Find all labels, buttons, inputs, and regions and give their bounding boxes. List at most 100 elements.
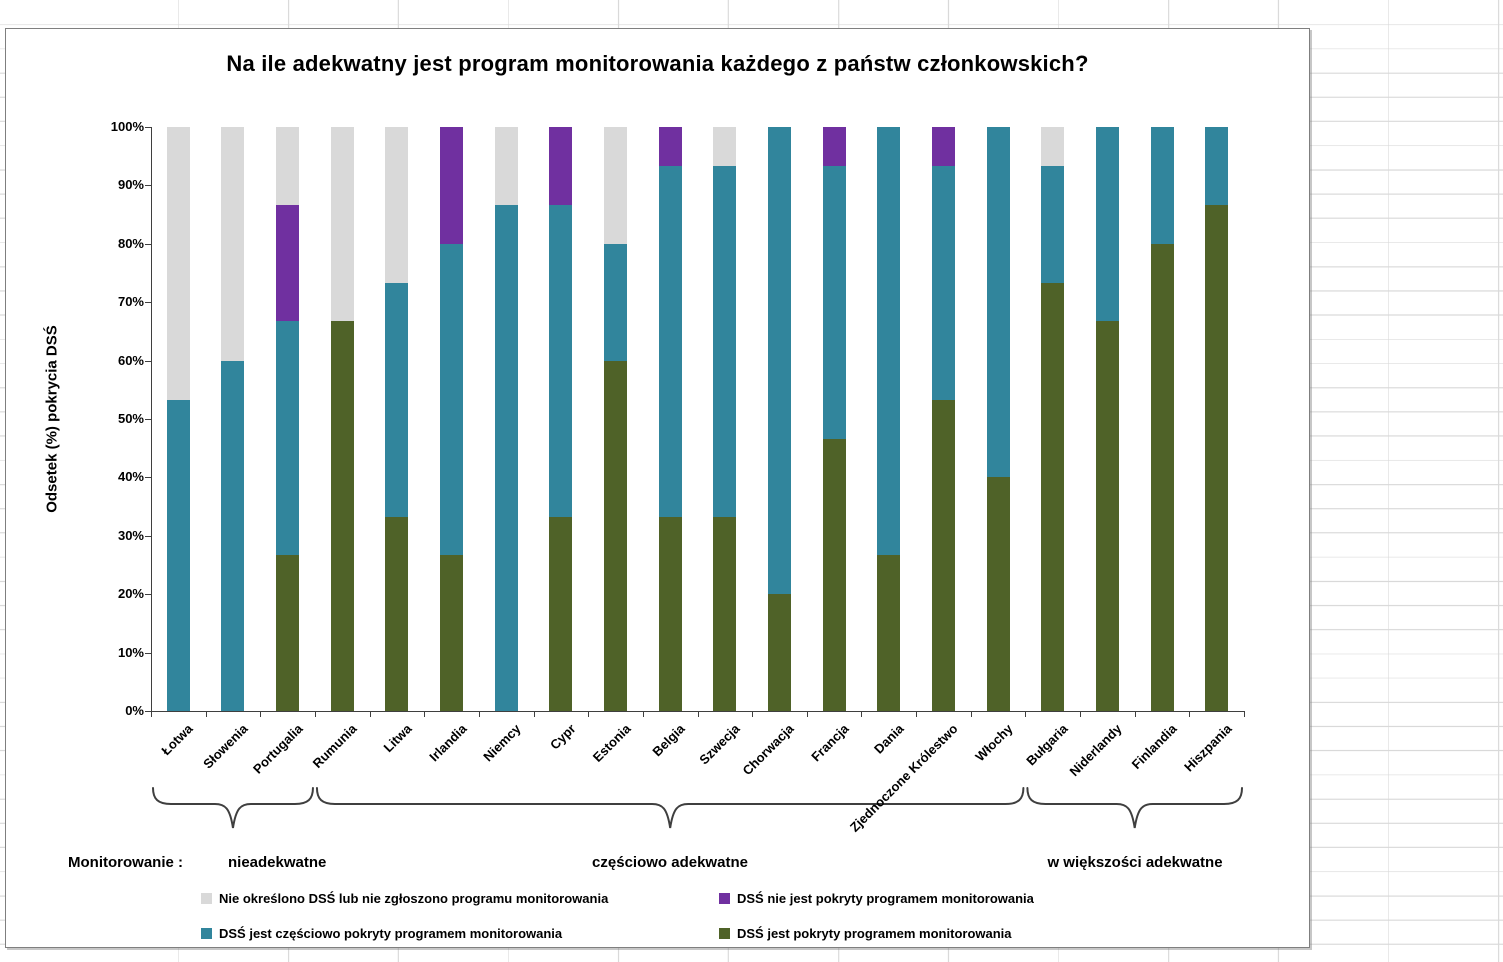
bar-segment-partially_covered[interactable] (385, 282, 409, 517)
legend-swatch-not-defined-icon (201, 893, 212, 904)
y-axis-tick-label: 60% (117, 352, 144, 368)
bar-segment-not_defined[interactable] (166, 127, 190, 400)
legend-label: DSŚ nie jest pokryty programem monitorow… (737, 891, 1034, 906)
bar-segment-covered[interactable] (931, 399, 955, 711)
bar-segment-partially_covered[interactable] (1095, 127, 1119, 322)
x-axis-tick-mark (424, 712, 426, 717)
bar-segment-covered[interactable] (713, 516, 737, 711)
bar-Szwecja[interactable] (713, 127, 737, 711)
bar-segment-partially_covered[interactable] (494, 204, 518, 711)
bar-Łotwa[interactable] (166, 127, 190, 711)
group-prefix-label: Monitorowanie : (68, 854, 183, 871)
bar-segment-partially_covered[interactable] (877, 127, 901, 556)
y-axis-tick-label: 30% (117, 527, 144, 543)
bar-Niderlandy[interactable] (1095, 127, 1119, 711)
bar-segment-partially_covered[interactable] (166, 399, 190, 711)
group-label-partially-adequate: częściowo adekwatne (592, 854, 748, 871)
x-axis-tick-mark (642, 712, 644, 717)
x-axis-tick-mark (1189, 712, 1191, 717)
bar-segment-not_defined[interactable] (604, 127, 628, 244)
bar-Finlandia[interactable] (1150, 127, 1174, 711)
x-axis-tick-mark (1025, 712, 1027, 717)
bar-Francja[interactable] (822, 127, 846, 711)
chart-object[interactable]: Na ile adekwatny jest program monitorowa… (5, 28, 1310, 948)
x-axis-tick-mark (533, 712, 535, 717)
bar-Słowenia[interactable] (221, 127, 245, 711)
bar-segment-partially_covered[interactable] (549, 205, 573, 517)
bar-segment-not_covered[interactable] (276, 204, 300, 322)
bar-segment-not_covered[interactable] (549, 127, 573, 206)
bar-segment-partially_covered[interactable] (767, 127, 791, 595)
bar-segment-partially_covered[interactable] (1205, 127, 1229, 205)
y-axis-tick-mark (145, 477, 151, 479)
bar-segment-not_covered[interactable] (440, 127, 464, 244)
bar-segment-partially_covered[interactable] (986, 127, 1010, 478)
bar-segment-partially_covered[interactable] (1041, 166, 1065, 283)
bar-segment-not_covered[interactable] (658, 127, 682, 167)
y-axis-tick-label: 90% (117, 177, 144, 193)
bar-Bułgaria[interactable] (1041, 127, 1065, 711)
bar-Dania[interactable] (877, 127, 901, 711)
x-axis-tick-mark (1080, 712, 1082, 717)
bar-segment-covered[interactable] (276, 555, 300, 711)
bar-segment-covered[interactable] (986, 477, 1010, 711)
bar-Chorwacja[interactable] (767, 127, 791, 711)
bar-segment-not_defined[interactable] (221, 127, 245, 361)
bar-segment-partially_covered[interactable] (440, 243, 464, 556)
bar-Hiszpania[interactable] (1205, 127, 1229, 711)
bar-segment-partially_covered[interactable] (1150, 127, 1174, 244)
bar-segment-covered[interactable] (1205, 204, 1229, 711)
bar-segment-not_defined[interactable] (385, 127, 409, 283)
bar-segment-covered[interactable] (822, 438, 846, 711)
bar-segment-partially_covered[interactable] (713, 166, 737, 517)
y-axis-tick-label: 10% (117, 644, 144, 660)
bar-segment-partially_covered[interactable] (221, 360, 245, 711)
bar-segment-partially_covered[interactable] (658, 166, 682, 517)
bar-segment-not_defined[interactable] (330, 127, 354, 322)
bar-segment-covered[interactable] (658, 516, 682, 711)
bar-segment-covered[interactable] (1150, 243, 1174, 711)
bar-segment-covered[interactable] (1041, 282, 1065, 711)
bar-Włochy[interactable] (986, 127, 1010, 711)
bar-segment-not_covered[interactable] (931, 127, 955, 167)
bar-segment-partially_covered[interactable] (931, 166, 955, 400)
bar-segment-partially_covered[interactable] (276, 321, 300, 556)
legend-item-partially-covered[interactable]: DSŚ jest częściowo pokryty programem mon… (201, 926, 562, 942)
legend-item-not-defined[interactable]: Nie określono DSŚ lub nie zgłoszono prog… (201, 891, 608, 907)
bar-segment-not_defined[interactable] (1041, 127, 1065, 167)
bar-segment-covered[interactable] (549, 516, 573, 711)
bar-Irlandia[interactable] (440, 127, 464, 711)
bar-Portugalia[interactable] (276, 127, 300, 711)
bar-segment-not_defined[interactable] (494, 127, 518, 205)
bar-segment-not_covered[interactable] (822, 127, 846, 167)
bar-segment-covered[interactable] (1095, 321, 1119, 711)
bar-segment-covered[interactable] (440, 555, 464, 711)
legend-label: DSŚ jest częściowo pokryty programem mon… (219, 926, 563, 941)
bar-segment-covered[interactable] (877, 555, 901, 711)
x-axis-tick-mark (205, 712, 207, 717)
y-axis-tick-mark (145, 711, 151, 712)
legend-item-covered[interactable]: DSŚ jest pokryty programem monitorowania (719, 926, 1012, 942)
x-axis-tick-mark (806, 712, 808, 717)
legend-swatch-covered-icon (719, 928, 730, 939)
bar-segment-not_defined[interactable] (713, 127, 737, 167)
bar-segment-partially_covered[interactable] (604, 243, 628, 361)
bar-Niemcy[interactable] (494, 127, 518, 711)
bar-segment-partially_covered[interactable] (822, 166, 846, 439)
bar-segment-covered[interactable] (385, 516, 409, 711)
bar-segment-covered[interactable] (330, 321, 354, 711)
bar-Litwa[interactable] (385, 127, 409, 711)
legend-item-not-covered[interactable]: DSŚ nie jest pokryty programem monitorow… (719, 891, 1034, 907)
bar-segment-covered[interactable] (604, 360, 628, 711)
bar-Estonia[interactable] (604, 127, 628, 711)
bar-segment-covered[interactable] (767, 594, 791, 711)
bar-Rumunia[interactable] (330, 127, 354, 711)
bar-Cypr[interactable] (549, 127, 573, 711)
y-axis-tick-mark (145, 185, 151, 187)
y-axis-tick-mark (145, 360, 151, 362)
bar-segment-not_defined[interactable] (276, 127, 300, 205)
group-label-inadequate: nieadekwatne (228, 854, 327, 871)
x-axis-tick-mark (752, 712, 754, 717)
bar-Belgia[interactable] (658, 127, 682, 711)
bar-Zjednoczone Królestwo[interactable] (931, 127, 955, 711)
